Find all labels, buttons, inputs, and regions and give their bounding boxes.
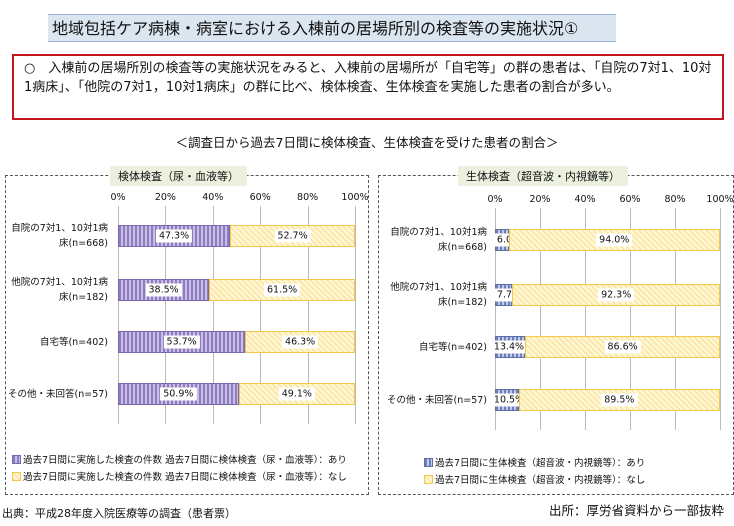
data-label: 53.7% [163,335,200,349]
category-label-line: 自宅等(n=402) [418,341,487,353]
x-tick-label: 40% [202,192,224,203]
data-label: 47.3% [155,229,193,243]
panel-physiological-test [378,175,734,495]
category-label-line: 他院の7対1、10対1病 [390,282,487,293]
category-label-line: 他院の7対1、10対1病 [11,277,108,288]
category-label: その他・未回答(n=57) [0,387,108,402]
gridline [720,208,721,430]
data-label: 10.5% [490,393,528,407]
category-label-line: 床(n=182) [437,297,487,308]
gridline [260,206,262,424]
x-tick-label: 100% [341,192,369,203]
category-label: 自院の7対1、10対1病床(n=668) [377,225,487,255]
legend-label: 過去7日間に生体検査（超音波・内視鏡等）：なし [435,475,646,486]
legend-swatch [12,454,21,464]
x-tick-label: 80% [664,194,686,205]
category-label-line: 床(n=668) [437,242,487,253]
gridline [540,208,541,430]
category-label-line: 自院の7対1、10対1病 [11,223,108,234]
category-label: 自宅等(n=402) [377,340,487,355]
category-label: その他・未回答(n=57) [377,393,487,408]
data-label: 13.4% [490,340,528,354]
gridline [585,208,586,430]
legend-swatch [424,457,433,467]
x-tick-label: 0% [110,192,126,203]
legend-item: 過去7日間に生体検査（超音波・内視鏡等）：あり [424,455,645,469]
chart-title: 生体検査（超音波・内視鏡等） [458,166,628,186]
slide-title: 地域包括ケア病棟・病室における入棟前の居場所別の検査等の実施状況① [48,14,616,42]
gridline [495,208,496,430]
category-label: 他院の7対1、10対1病床(n=182) [0,275,108,305]
legend-item: 過去7日間に実施した検査の件数 過去7日間に検体検査（尿・血液等）：あり [12,452,347,466]
legend-swatch [424,474,433,484]
category-label: 自宅等(n=402) [0,335,108,350]
chart-title: 検体検査（尿・血液等） [110,166,247,186]
gridline [675,208,676,430]
credit-note: 出所：厚労省資料から一部抜粋 [548,503,724,518]
category-label-line: その他・未回答(n=57) [387,394,487,406]
data-label: 89.5% [601,393,638,407]
gridline [118,206,119,424]
legend-swatch [12,471,21,481]
x-tick-label: 20% [154,192,176,203]
x-tick-label: 60% [249,192,271,203]
data-label: 49.1% [278,387,315,401]
x-tick-label: 100% [706,194,734,205]
gridline [630,208,631,430]
category-label-line: 自院の7対1、10対1病 [390,227,487,238]
data-label: 86.6% [604,340,641,354]
category-label-line: その他・未回答(n=57) [8,388,108,400]
x-tick-label: 20% [529,194,551,205]
category-label-line: 自宅等(n=402) [39,336,108,348]
x-tick-label: 60% [619,194,641,205]
category-label-line: 床(n=182) [58,292,108,303]
source-note: 出典：平成28年度入院医療等の調査（患者票） [2,507,236,520]
x-tick-label: 40% [574,194,596,205]
category-label: 他院の7対1、10対1病床(n=182) [377,280,487,310]
gridline [355,206,356,424]
chart-subtitle: ＜調査日から過去7日間に検体検査、生体検査を受けた患者の割合＞ [175,135,559,150]
legend-item: 過去7日間に実施した検査の件数 過去7日間に検体検査（尿・血液等）：なし [12,469,347,483]
x-tick-label: 0% [487,194,503,205]
gridline [165,206,167,424]
data-label: 61.5% [264,283,301,297]
data-label: 46.3% [282,335,319,349]
legend-item: 過去7日間に生体検査（超音波・内視鏡等）：なし [424,472,645,486]
gridline [212,206,214,424]
x-tick-label: 80% [297,192,319,203]
data-label: 50.9% [160,387,197,401]
legend-label: 過去7日間に実施した検査の件数 過去7日間に検体検査（尿・血液等）：あり [23,455,347,466]
data-label: 94.0% [596,233,633,247]
data-label: 52.7% [274,229,311,243]
category-label: 自院の7対1、10対1病床(n=668) [0,221,108,251]
gridline [307,206,309,424]
legend-label: 過去7日間に生体検査（超音波・内視鏡等）：あり [435,458,646,469]
data-label: 38.5% [145,283,182,297]
category-label-line: 床(n=668) [58,238,108,249]
data-label: 92.3% [598,288,635,302]
legend-label: 過去7日間に実施した検査の件数 過去7日間に検体検査（尿・血液等）：なし [23,472,347,483]
summary-box: ○ 入棟前の居場所別の検査等の実施状況をみると、入棟前の居場所が「自宅等」の群の… [12,54,724,120]
